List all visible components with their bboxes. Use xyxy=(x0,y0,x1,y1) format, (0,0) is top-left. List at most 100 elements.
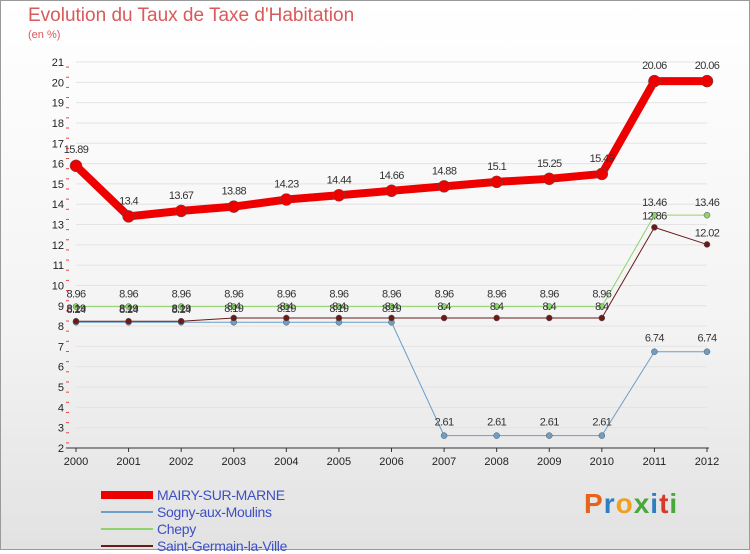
data-label: 8.4 xyxy=(332,301,346,313)
data-label: 15.89 xyxy=(64,144,89,156)
y-tick-label: 16 xyxy=(52,159,64,171)
x-tick-label: 2002 xyxy=(169,456,193,468)
legend-swatch xyxy=(101,510,153,513)
data-point xyxy=(335,314,343,322)
data-point xyxy=(703,241,711,248)
series-line xyxy=(76,321,707,437)
data-label: 8.19 xyxy=(224,303,243,315)
data-label: 8.19 xyxy=(329,303,348,315)
data-point xyxy=(703,211,711,219)
data-point xyxy=(385,184,398,198)
y-tick-label: 21 xyxy=(52,57,64,69)
y-tick-label: 13 xyxy=(52,220,64,232)
data-point xyxy=(440,303,448,310)
x-tick-label: 2004 xyxy=(274,456,298,468)
data-point xyxy=(598,432,606,439)
data-point xyxy=(335,303,343,310)
data-point xyxy=(332,189,346,202)
x-tick-label: 2007 xyxy=(432,456,456,468)
x-tick-label: 2000 xyxy=(64,456,88,468)
data-label: 8.96 xyxy=(540,289,559,301)
data-label: 8.96 xyxy=(66,289,85,301)
x-tick-label: 2009 xyxy=(537,456,561,468)
data-label: 2.61 xyxy=(435,417,454,429)
data-label: 13.46 xyxy=(695,197,720,209)
data-point xyxy=(177,303,185,310)
y-tick-label: 7 xyxy=(58,341,64,353)
y-tick-label: 2 xyxy=(58,443,64,455)
data-label: 8.24 xyxy=(119,304,138,316)
data-label: 14.66 xyxy=(379,170,404,182)
data-label: 8.4 xyxy=(543,301,557,313)
data-label: 13.88 xyxy=(221,186,246,198)
data-label: 8.19 xyxy=(119,303,138,315)
data-point xyxy=(227,200,240,213)
legend-label: MAIRY-SUR-MARNE xyxy=(157,486,285,503)
x-tick-label: 2006 xyxy=(379,456,403,468)
data-label: 8.4 xyxy=(595,301,609,313)
data-point xyxy=(283,314,290,322)
data-point xyxy=(493,314,500,322)
x-tick-label: 2012 xyxy=(695,456,719,468)
data-label: 8.96 xyxy=(172,289,191,301)
y-tick-label: 20 xyxy=(52,77,64,89)
data-point xyxy=(546,432,553,439)
legend-label: Sogny-aux-Moulins xyxy=(157,503,272,520)
y-tick-label: 14 xyxy=(52,199,64,211)
y-tick-label: 18 xyxy=(52,118,64,130)
x-tick-label: 2010 xyxy=(590,456,614,468)
data-label: 2.61 xyxy=(592,417,611,429)
data-label: 8.96 xyxy=(592,289,611,301)
data-point xyxy=(72,303,80,310)
y-tick-label: 3 xyxy=(58,423,64,435)
data-point xyxy=(595,167,609,181)
data-label: 8.96 xyxy=(487,289,506,301)
data-label: 8.24 xyxy=(172,304,191,316)
data-point xyxy=(177,317,185,325)
x-tick-label: 2008 xyxy=(484,456,508,468)
legend-label: Saint-Germain-la-Ville xyxy=(157,537,288,554)
proxiti-logo: Proxiti xyxy=(584,488,679,519)
legend-swatch xyxy=(101,527,153,530)
data-point xyxy=(388,303,395,310)
data-point xyxy=(125,303,132,310)
data-label: 2.61 xyxy=(487,417,506,429)
data-label: 8.96 xyxy=(329,289,348,301)
data-point xyxy=(440,432,448,439)
data-point xyxy=(122,210,135,223)
data-point xyxy=(440,314,448,322)
y-tick-label: 9 xyxy=(58,301,64,313)
legend-swatch xyxy=(101,490,153,499)
data-label: 8.4 xyxy=(490,301,504,313)
data-point xyxy=(546,314,553,322)
data-point xyxy=(546,303,553,310)
y-tick-label: 8 xyxy=(58,321,64,333)
x-tick-label: 2005 xyxy=(327,456,351,468)
data-label: 14.23 xyxy=(274,179,299,191)
legend: MAIRY-SUR-MARNE Sogny-aux-Moulins Chepy Sai… xyxy=(101,486,287,554)
data-label: 20.06 xyxy=(695,60,720,72)
data-label: 8.96 xyxy=(224,289,243,301)
data-point xyxy=(598,303,606,310)
data-label: 8.19 xyxy=(66,303,85,315)
data-point xyxy=(651,211,658,219)
data-point xyxy=(388,314,395,322)
data-label: 8.96 xyxy=(277,289,296,301)
data-label: 12.86 xyxy=(642,210,667,222)
data-label: 15.1 xyxy=(487,161,506,173)
legend-item: MAIRY-SUR-MARNE xyxy=(101,486,287,503)
y-tick-label: 6 xyxy=(58,362,64,374)
data-label: 8.24 xyxy=(66,304,85,316)
data-point xyxy=(493,432,500,439)
legend-item: Sogny-aux-Moulins xyxy=(101,503,287,520)
data-label: 13.46 xyxy=(642,197,667,209)
data-point xyxy=(69,159,83,173)
data-label: 8.96 xyxy=(119,289,138,301)
data-label: 8.4 xyxy=(280,301,294,313)
data-point xyxy=(493,303,500,310)
data-label: 2.61 xyxy=(540,417,559,429)
data-point xyxy=(230,303,237,310)
data-label: 8.4 xyxy=(385,301,399,313)
